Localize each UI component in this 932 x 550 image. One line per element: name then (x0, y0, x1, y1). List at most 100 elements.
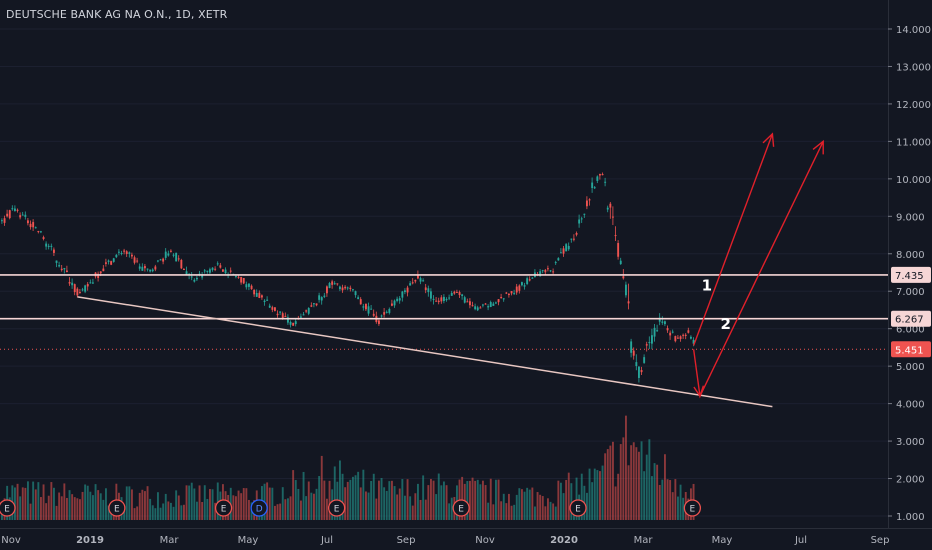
volume-bar (37, 482, 40, 520)
candle-body (177, 258, 180, 260)
candle-body (157, 260, 159, 262)
candle-body (211, 267, 214, 271)
candle-body (461, 294, 464, 297)
candle-body (29, 223, 32, 228)
candle-body (89, 282, 92, 284)
volume-bar (502, 493, 505, 520)
candle-body (482, 304, 484, 306)
candle-body (557, 258, 560, 261)
volume-bar (645, 454, 648, 520)
candle-body (651, 335, 653, 344)
y-tick-label: 10.000 (896, 175, 931, 186)
candle-body (625, 284, 627, 296)
candle-body (674, 336, 677, 342)
candle-body (510, 291, 513, 294)
volume-bar (289, 496, 292, 520)
candle-body (346, 287, 349, 289)
candle-body (604, 181, 607, 183)
candle-body (102, 268, 105, 272)
earnings-marker[interactable] (0, 499, 16, 517)
candle-body (170, 250, 172, 252)
volume-bar (648, 439, 651, 520)
volume-bar (437, 473, 440, 520)
candle-body (58, 265, 61, 267)
volume-bar (232, 495, 235, 520)
earnings-marker[interactable] (108, 499, 126, 517)
volume-bar (575, 477, 578, 520)
volume-bar (570, 483, 573, 520)
level-price-label: 7.435 (895, 271, 924, 282)
candle-body (146, 268, 149, 270)
x-tick-label: Jul (320, 535, 333, 546)
candle-body (268, 305, 271, 308)
candle-body (643, 357, 646, 363)
marker-label: E (575, 505, 581, 515)
volume-bar (102, 499, 105, 520)
candle-body (466, 301, 469, 303)
candle-body (440, 297, 443, 302)
volume-bar (500, 501, 503, 520)
volume-bar (279, 503, 282, 520)
volume-bar (310, 492, 313, 520)
candle-body (411, 282, 414, 284)
candle-body (263, 300, 266, 303)
volume-bar (354, 475, 357, 520)
dividend-marker[interactable] (250, 499, 268, 517)
volume-bar (341, 473, 344, 520)
candle-body (398, 298, 401, 301)
volume-bar (274, 505, 276, 520)
earnings-marker[interactable] (452, 499, 470, 517)
volume-bar (177, 495, 180, 520)
volume-bar (474, 480, 477, 520)
volume-bar (614, 486, 617, 520)
volume-bar (281, 487, 284, 520)
candle-body (131, 254, 133, 257)
volume-bar (328, 480, 331, 520)
projection-arrow-1[interactable] (692, 133, 774, 346)
volume-bar (497, 479, 500, 520)
candle-body (149, 269, 152, 272)
y-tick-label: 1.000 (896, 512, 925, 523)
volume-bar (599, 471, 601, 520)
volume-bar (206, 498, 209, 520)
volume-bar (591, 482, 594, 520)
candle-body (352, 289, 354, 291)
candle-body (84, 285, 87, 292)
candle-body (248, 283, 250, 287)
earnings-marker[interactable] (569, 499, 587, 517)
candle-body (250, 285, 253, 290)
candle-body (612, 216, 614, 218)
volume-bar (185, 485, 188, 520)
earnings-marker[interactable] (214, 499, 233, 517)
x-tick-label: Sep (871, 535, 890, 546)
candle-body (344, 286, 347, 289)
volume-bar (92, 495, 94, 520)
volume-bar (349, 479, 352, 520)
volume-bar (443, 481, 445, 520)
volume-bar (24, 487, 27, 520)
earnings-marker[interactable] (328, 499, 346, 517)
candle-body (201, 275, 204, 278)
volume-bar (461, 476, 464, 520)
volume-bar (284, 499, 287, 520)
candle-body (453, 291, 456, 294)
volume-bar (385, 490, 388, 520)
candle-body (562, 248, 565, 254)
trendline[interactable] (77, 296, 773, 408)
candle-body (271, 307, 274, 310)
candle-body (664, 321, 666, 325)
x-tick-label: Nov (1, 535, 21, 546)
earnings-marker[interactable] (683, 499, 702, 517)
volume-bar (60, 496, 63, 520)
volume-bar (567, 472, 570, 520)
candle-body (341, 287, 344, 291)
volume-bar (105, 488, 107, 520)
volume-bar (367, 492, 370, 520)
candle-body (619, 260, 622, 265)
volume-bar (365, 491, 367, 520)
candle-body (513, 292, 516, 294)
volume-bar (125, 486, 128, 520)
volume-bar (534, 506, 536, 520)
candle-body (190, 276, 193, 278)
